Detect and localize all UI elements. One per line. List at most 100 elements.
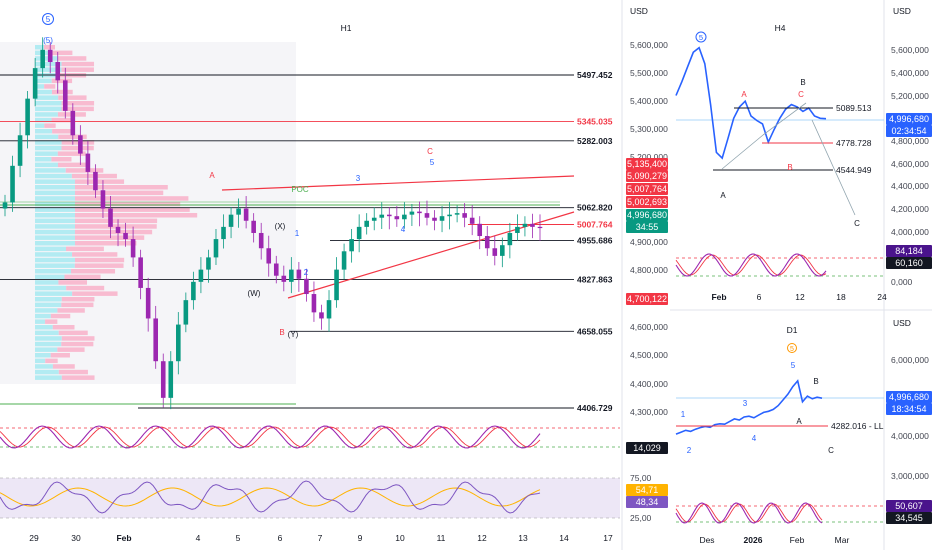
candle-body: [409, 211, 415, 215]
candle-body: [168, 361, 174, 398]
candle-body: [138, 257, 143, 288]
volume-bar-pink: [51, 50, 73, 56]
volume-bar-pink: [50, 313, 71, 319]
candle-body: [251, 220, 256, 233]
wave-label: A: [209, 171, 215, 180]
h1-price-tag-bg: [626, 293, 668, 305]
volume-bar-pink: [75, 224, 157, 229]
h4-osc-main: [675, 253, 827, 277]
volume-bar-pink: [57, 308, 85, 313]
h4-price-tag-bg: [886, 113, 932, 125]
volume-bar-pink: [72, 252, 118, 257]
wave-label: 1: [681, 410, 686, 419]
h1-x-tick: 13: [518, 533, 528, 543]
osc1-tag: 14,029: [633, 443, 661, 453]
volume-bar-cyan: [35, 56, 59, 61]
h4-x-tick: 6: [757, 292, 762, 302]
h4-osc-signal: [675, 254, 827, 276]
candle-body: [70, 110, 76, 136]
candle-body: [484, 236, 490, 249]
wave-label: 5: [790, 346, 794, 353]
level-label: 5497.452: [577, 70, 613, 80]
h4-y-tick: 5,600,000: [891, 45, 929, 55]
h4-osc-tag: 84,184: [895, 246, 923, 256]
volume-bar-cyan: [35, 291, 73, 296]
h1-x-tick: 6: [278, 533, 283, 543]
candle-body: [371, 217, 377, 221]
volume-bar-pink: [61, 101, 95, 106]
volume-bar-cyan: [35, 224, 75, 229]
volume-bar-cyan: [35, 246, 67, 252]
wave-label: 4: [752, 434, 757, 443]
candle-body: [454, 213, 460, 215]
volume-bar-cyan: [35, 185, 75, 190]
d1-osc-tag: 50,607: [895, 501, 923, 511]
h4-y-tick: 5,200,000: [891, 91, 929, 101]
candle-body: [266, 248, 272, 264]
wave-label: 2: [687, 446, 692, 455]
h4-level-label: 4544.949: [836, 165, 872, 175]
candle-body: [108, 208, 113, 227]
volume-bar-cyan: [35, 347, 58, 352]
h4-proj-line: [721, 134, 764, 170]
volume-bar-cyan: [35, 308, 58, 313]
osc1-main: [0, 425, 541, 449]
volume-bar-pink: [44, 84, 56, 89]
candle-body: [432, 217, 437, 221]
h4-x-tick: 12: [795, 292, 805, 302]
volume-bar-pink: [61, 341, 94, 347]
wave-label: B: [800, 78, 805, 87]
candle-body: [289, 269, 294, 282]
candle-body: [243, 208, 249, 221]
volume-bar-cyan: [35, 375, 62, 380]
h4-x-tick: Feb: [711, 292, 726, 302]
rsi-tick: 75,00: [630, 473, 652, 483]
volume-bar-pink: [44, 123, 56, 128]
wave-label: C: [854, 219, 860, 228]
candle-body: [447, 214, 452, 217]
volume-bar-cyan: [35, 285, 67, 291]
candle-body: [394, 216, 400, 220]
rsi-tag-bg: [626, 496, 668, 508]
candle-body: [492, 248, 498, 256]
level-label: 5345.035: [577, 117, 613, 127]
volume-bar-pink: [66, 246, 104, 252]
d1-price-tag-bg: [886, 403, 932, 415]
h1-y-tick: 5,500,000: [630, 68, 668, 78]
volume-bar-cyan: [35, 78, 52, 84]
volume-bar-pink: [61, 145, 94, 151]
volume-bar-cyan: [35, 207, 75, 212]
h4-price-tag: 4,996,680: [889, 114, 929, 124]
h4-osc-tag-bg: [886, 257, 932, 269]
volume-bar-pink: [75, 257, 125, 263]
volume-bar-cyan: [35, 145, 62, 151]
wave-label: 5: [46, 15, 51, 24]
volume-bar-cyan: [35, 162, 58, 168]
candle-body: [130, 239, 136, 258]
h1-y-tick: 5,400,000: [630, 96, 668, 106]
candle-body: [281, 275, 287, 282]
h4-x-tick: 24: [877, 292, 887, 302]
h1-price-tag: 4,700,122: [627, 294, 667, 304]
d1-wave-5-circle: [787, 343, 797, 353]
h1-x-tick: 10: [395, 533, 405, 543]
wave-5-circle: [42, 13, 54, 25]
volume-bar-cyan: [35, 95, 59, 100]
h1-y-tick: 4,300,000: [630, 407, 668, 417]
volume-bar-cyan: [35, 218, 75, 224]
candle-body: [356, 226, 362, 240]
candle-body: [537, 226, 543, 229]
volume-bar-pink: [75, 218, 158, 224]
d1-osc-tag-bg: [886, 500, 932, 512]
volume-bar-pink: [71, 269, 116, 274]
volume-bar-pink: [75, 229, 153, 235]
wave-label: B: [813, 377, 818, 386]
wave-label: A: [796, 417, 802, 426]
h1-y-tick: 4,600,000: [630, 322, 668, 332]
volume-bar-pink: [75, 179, 125, 184]
candle-body: [198, 269, 204, 282]
candle-body: [439, 216, 445, 221]
candle-body: [40, 49, 45, 69]
h1-price-tag: 5,002,693: [627, 197, 667, 207]
rsi-tag: 48,34: [636, 497, 659, 507]
